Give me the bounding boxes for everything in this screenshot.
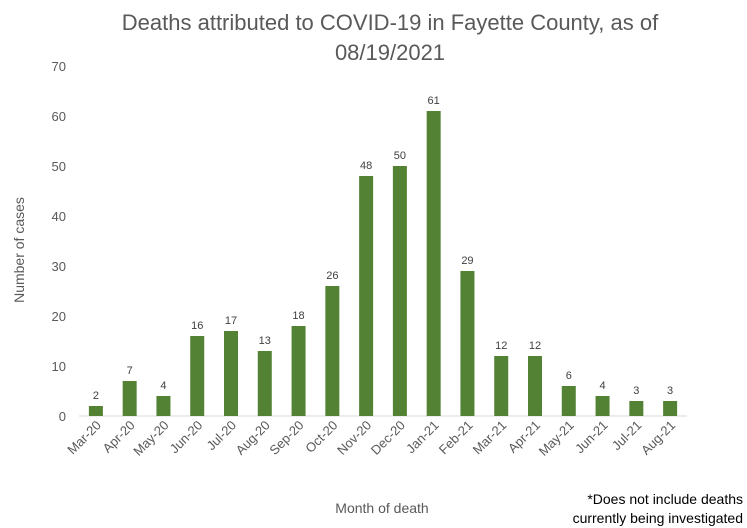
x-axis-ticks: Mar-20Apr-20May-20Jun-20Jul-20Aug-20Sep-… — [64, 418, 678, 459]
x-tick-label: Dec-20 — [368, 418, 408, 458]
bar — [291, 326, 306, 416]
bar — [460, 271, 475, 416]
data-label: 16 — [191, 320, 203, 332]
bar — [629, 401, 644, 416]
data-label: 48 — [360, 160, 372, 172]
x-tick-label: Oct-20 — [302, 418, 340, 456]
data-label: 26 — [326, 270, 338, 282]
bar — [224, 331, 238, 416]
bar — [325, 286, 340, 416]
y-tick-label: 0 — [59, 409, 66, 424]
data-label: 4 — [160, 380, 166, 392]
data-label: 12 — [529, 340, 541, 352]
data-label: 13 — [259, 335, 271, 347]
y-axis-ticks: 0 10 20 30 40 50 60 70 — [52, 59, 66, 424]
x-axis-label: Month of death — [335, 500, 429, 516]
bar — [257, 351, 272, 416]
x-tick-label: Sep-20 — [266, 418, 306, 458]
bar — [156, 396, 171, 416]
bar — [122, 381, 137, 416]
data-label: 6 — [566, 370, 572, 382]
bar — [595, 396, 610, 416]
data-label: 3 — [633, 385, 639, 397]
chart-title: Deaths attributed to COVID-19 in Fayette… — [121, 10, 659, 65]
data-label: 17 — [225, 315, 237, 327]
data-labels: 2 7 4 16 17 13 18 26 48 50 61 29 12 12 6 4 3 3 — [93, 95, 673, 402]
y-tick-label: 20 — [52, 309, 66, 324]
footnote: *Does not include deaths currently being… — [553, 490, 743, 528]
data-label: 29 — [461, 255, 473, 267]
y-tick-label: 50 — [52, 159, 66, 174]
data-label: 3 — [667, 385, 673, 397]
data-label: 12 — [495, 340, 507, 352]
bar — [528, 356, 542, 416]
bar — [561, 386, 576, 416]
footnote-line-1: *Does not include deaths — [587, 491, 743, 507]
x-tick-label: Aug-20 — [233, 418, 273, 458]
x-tick-label: Feb-21 — [436, 418, 476, 458]
x-tick-label: May-21 — [536, 418, 577, 459]
bar — [663, 401, 678, 416]
data-label: 2 — [93, 390, 99, 402]
y-tick-label: 10 — [52, 359, 66, 374]
bars — [88, 111, 678, 416]
bar — [426, 111, 441, 416]
data-label: 18 — [292, 310, 304, 322]
y-axis-label: Number of cases — [11, 197, 27, 303]
bar — [88, 406, 103, 416]
y-tick-label: 30 — [52, 259, 66, 274]
data-label: 4 — [599, 380, 605, 392]
y-tick-label: 60 — [52, 109, 66, 124]
x-tick-label: May-20 — [130, 418, 171, 459]
data-label: 7 — [127, 365, 133, 377]
bar — [494, 356, 509, 416]
x-tick-label: Jun-21 — [572, 418, 611, 457]
bar — [359, 176, 374, 416]
data-label: 50 — [394, 150, 406, 162]
bar — [392, 166, 407, 416]
bar — [190, 336, 205, 416]
data-label: 61 — [428, 95, 440, 107]
x-tick-label: Aug-21 — [638, 418, 678, 458]
footnote-line-2: currently being investigated — [572, 510, 743, 526]
y-tick-label: 70 — [52, 59, 66, 74]
x-tick-label: Nov-20 — [334, 418, 374, 458]
x-tick-label: Jan-21 — [403, 418, 442, 457]
x-tick-label: Mar-21 — [470, 418, 510, 458]
y-tick-label: 40 — [52, 209, 66, 224]
x-tick-label: Jun-20 — [167, 418, 206, 457]
x-tick-label: Mar-20 — [64, 418, 104, 458]
